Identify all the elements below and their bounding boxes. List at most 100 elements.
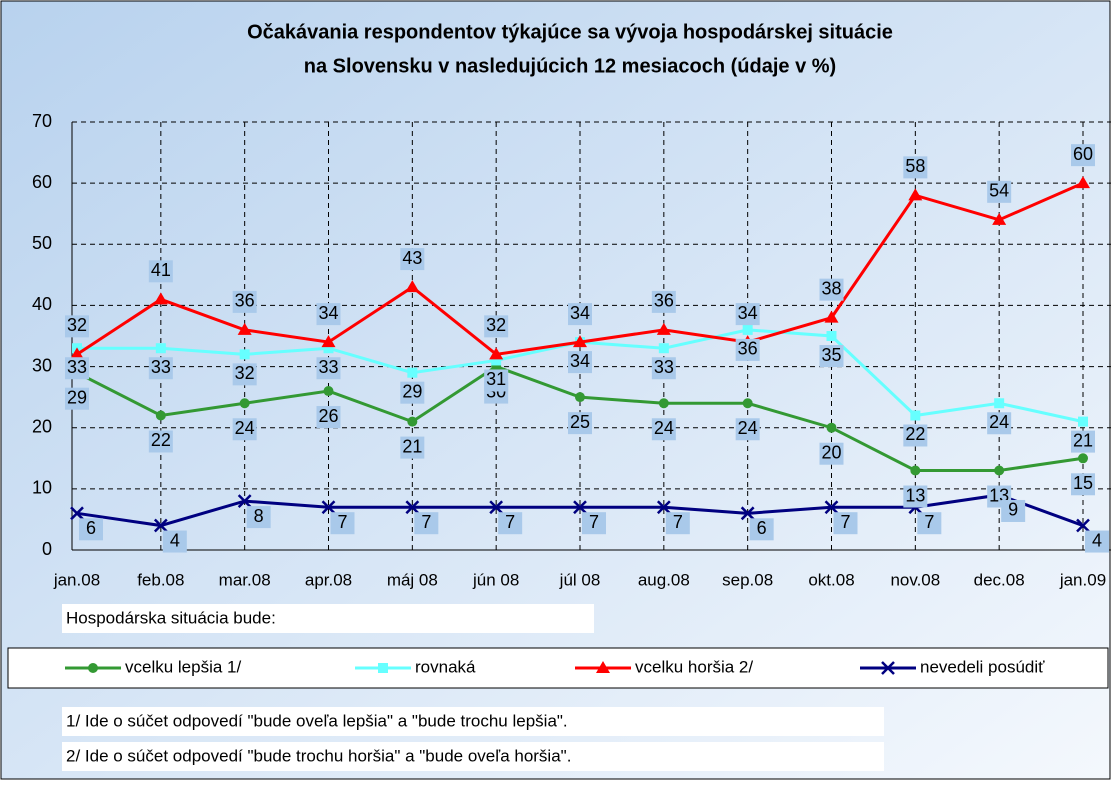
data-label-bg	[1001, 499, 1026, 522]
note: 1/ Ide o súčet odpovedí "bude oveľa lepš…	[66, 711, 568, 730]
point	[824, 310, 839, 323]
data-label: 36	[235, 291, 255, 311]
data-label: 7	[924, 512, 934, 532]
data-label-bg	[568, 303, 592, 326]
data-label: 29	[402, 381, 422, 401]
data-label-bg	[819, 442, 844, 465]
point	[742, 324, 753, 335]
data-label: 36	[738, 339, 758, 359]
data-label-bg	[316, 303, 341, 326]
data-label: 58	[905, 156, 925, 176]
point	[1078, 453, 1088, 464]
data-label-bg	[148, 430, 173, 453]
point	[1078, 416, 1088, 427]
point	[407, 416, 418, 427]
data-label: 7	[505, 512, 515, 532]
data-label: 60	[1073, 144, 1093, 164]
data-label: 7	[421, 512, 431, 532]
x-tick-label: jan.09	[1059, 570, 1106, 589]
data-label-bg	[749, 518, 774, 541]
data-label: 7	[673, 512, 683, 532]
point	[239, 398, 250, 409]
data-label: 6	[757, 518, 767, 538]
chart-title: Očakávania respondentov týkajúce sa vývo…	[247, 21, 893, 43]
data-label: 26	[318, 406, 338, 426]
data-label: 43	[402, 248, 422, 268]
data-label: 22	[905, 424, 925, 444]
x-tick-label: apr.08	[305, 570, 352, 589]
point	[491, 355, 502, 366]
data-label-bg	[917, 512, 942, 535]
data-label-bg	[735, 338, 760, 361]
data-label: 33	[318, 357, 338, 377]
data-label-bg	[414, 512, 439, 535]
point	[489, 500, 504, 515]
point	[153, 518, 168, 533]
x-tick-label: mar.08	[219, 570, 271, 589]
data-label-bg	[498, 512, 523, 535]
y-tick-label: 20	[32, 416, 52, 436]
data-label-bg	[400, 248, 425, 271]
data-label-bg	[1071, 473, 1095, 496]
x-tick-label: máj 08	[387, 570, 438, 589]
legend-label: vcelku lepšia 1/	[125, 657, 242, 676]
data-label-bg	[568, 351, 592, 374]
data-label: 32	[235, 363, 255, 383]
data-label-bg	[1071, 430, 1095, 453]
x-tick-label: jan.08	[53, 570, 100, 589]
data-label: 35	[821, 345, 841, 365]
y-tick-label: 0	[42, 539, 52, 559]
data-label: 24	[989, 412, 1009, 432]
data-label-bg	[232, 290, 257, 313]
data-label: 7	[589, 512, 599, 532]
point	[742, 398, 753, 409]
data-label-bg	[65, 387, 89, 410]
data-label: 34	[570, 303, 590, 323]
legend-label: vcelku horšia 2/	[635, 657, 753, 676]
data-label: 33	[151, 357, 171, 377]
point	[656, 500, 671, 515]
point	[740, 506, 755, 521]
data-label-bg	[400, 381, 425, 404]
data-label: 8	[254, 506, 264, 526]
x-tick-label: okt.08	[808, 570, 854, 589]
data-label-bg	[819, 345, 844, 367]
data-label-bg	[903, 156, 928, 179]
data-label: 4	[1092, 530, 1102, 550]
data-label: 21	[402, 436, 422, 456]
y-tick-label: 10	[32, 478, 52, 498]
point	[407, 367, 418, 378]
data-label: 15	[1073, 473, 1093, 493]
y-tick-label: 50	[32, 233, 52, 253]
data-label: 25	[570, 412, 590, 432]
point	[824, 500, 839, 515]
data-label: 7	[337, 512, 347, 532]
data-label-bg	[148, 260, 173, 283]
legend-label: rovnaká	[415, 657, 476, 676]
legend-marker	[378, 663, 388, 673]
legend-title-bg	[62, 604, 594, 633]
data-label: 13	[905, 485, 925, 505]
point	[992, 212, 1007, 225]
data-label: 33	[654, 357, 674, 377]
point	[155, 343, 166, 354]
legend-label: nevedeli posúdiť	[920, 657, 1045, 676]
point	[489, 347, 504, 360]
legend-title: Hospodárska situácia bude:	[66, 608, 276, 627]
data-label: 20	[821, 442, 841, 462]
point	[239, 349, 250, 360]
data-label: 33	[67, 357, 87, 377]
point	[910, 465, 921, 476]
legend	[7, 647, 1109, 689]
data-label-bg	[735, 418, 760, 441]
x-tick-label: sep.08	[722, 570, 773, 589]
data-label-bg	[79, 518, 103, 541]
data-label-bg	[148, 357, 173, 380]
x-tick-label: aug.08	[638, 570, 690, 589]
data-label: 24	[738, 418, 758, 438]
data-label-bg	[484, 369, 509, 392]
x-tick-label: dec.08	[974, 570, 1025, 589]
data-label: 24	[235, 418, 255, 438]
point	[155, 410, 166, 421]
